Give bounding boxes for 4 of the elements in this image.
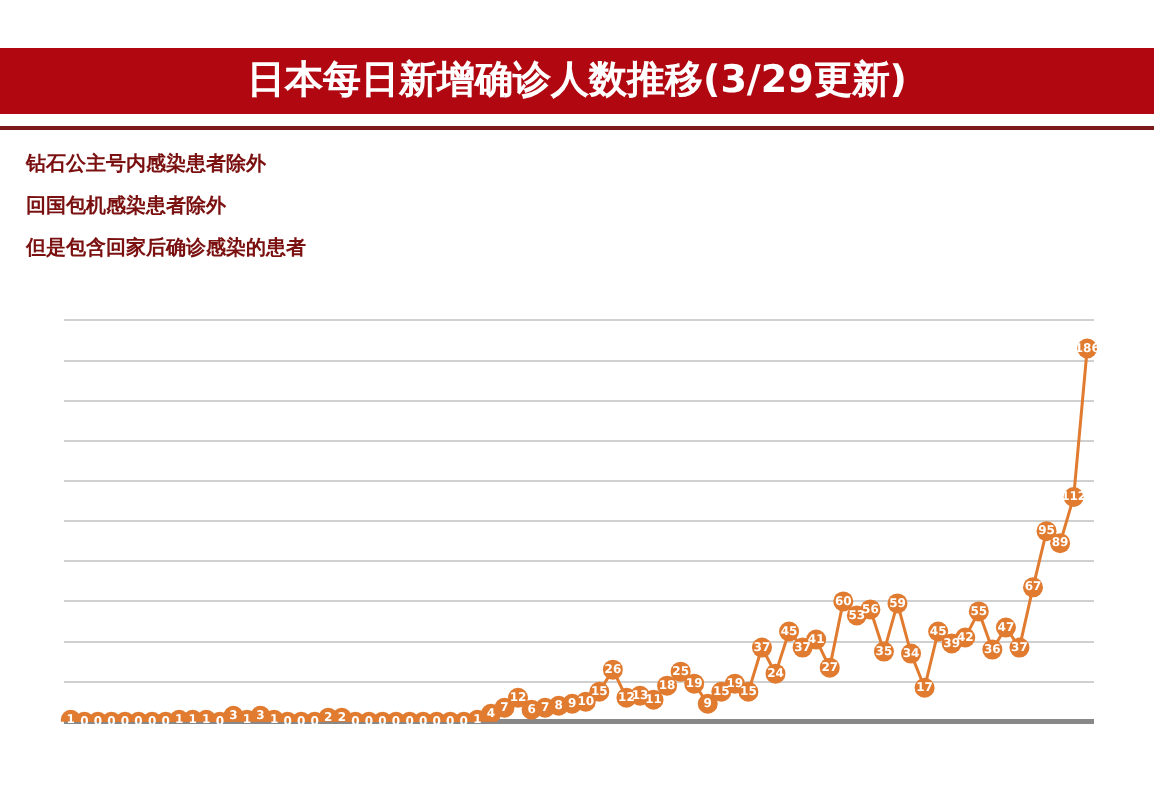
- text: 但是包含回家后确诊感染的患者: [26, 234, 306, 264]
- text: 钻石公主号内感染患者除外: [26, 150, 268, 180]
- text: 回国包机感染患者除外: [26, 193, 228, 222]
- chart-title: 日本每日新增确诊人数推移(3/29更新): [0, 48, 1154, 114]
